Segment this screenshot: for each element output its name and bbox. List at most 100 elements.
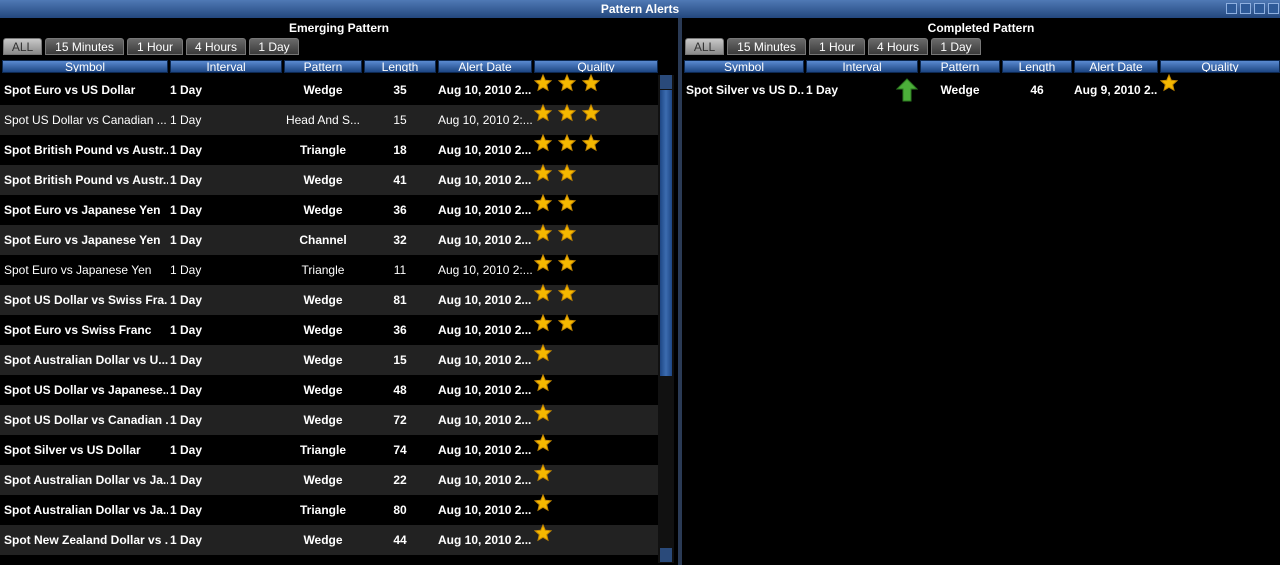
- scroll-down[interactable]: [660, 548, 672, 562]
- column-header[interactable]: Length: [364, 60, 436, 73]
- cell-symbol: Spot US Dollar vs Canadian ...: [4, 413, 168, 427]
- quality-stars: [534, 133, 601, 152]
- cell-interval: 1 Day: [170, 323, 203, 337]
- star: [534, 313, 553, 332]
- quality-stars: [534, 343, 553, 362]
- cell-length: 15: [393, 113, 407, 127]
- cell-symbol: Spot Euro vs US Dollar: [4, 83, 136, 97]
- column-header[interactable]: Quality: [534, 60, 658, 73]
- quality-stars: [534, 223, 577, 242]
- quality-stars: [534, 103, 601, 122]
- column-header[interactable]: Interval: [170, 60, 282, 73]
- star: [557, 163, 577, 182]
- cell-alert-date: Aug 10, 2010 2...: [438, 473, 532, 487]
- column-header[interactable]: Pattern: [920, 60, 1000, 73]
- cell-symbol: Spot US Dollar vs Swiss Fra...: [4, 293, 168, 307]
- quality-stars: [534, 283, 577, 302]
- window-button[interactable]: [1226, 3, 1237, 14]
- tab[interactable]: ALL: [3, 38, 42, 55]
- cell-pattern: Wedge: [303, 203, 343, 217]
- cell-pattern: Wedge: [303, 83, 343, 97]
- star: [534, 163, 553, 182]
- minimize-button[interactable]: [1240, 3, 1251, 14]
- star: [534, 253, 553, 272]
- star: [581, 133, 601, 152]
- star: [557, 283, 577, 302]
- splitter: [678, 18, 682, 565]
- cell-interval: 1 Day: [170, 233, 203, 247]
- cell-interval: 1 Day: [170, 413, 203, 427]
- cell-interval: 1 Day: [170, 263, 202, 277]
- table-row[interactable]: [682, 75, 1280, 105]
- cell-pattern: Wedge: [303, 173, 343, 187]
- tab[interactable]: 15 Minutes: [45, 38, 124, 55]
- scroll-up[interactable]: [660, 75, 672, 89]
- quality-stars: [534, 313, 577, 332]
- column-header[interactable]: Symbol: [684, 60, 804, 73]
- column-header[interactable]: Alert Date: [438, 60, 532, 73]
- column-header[interactable]: Symbol: [2, 60, 168, 73]
- tab[interactable]: 1 Hour: [127, 38, 183, 55]
- window-title: Pattern Alerts: [0, 0, 1280, 18]
- cell-interval: 1 Day: [170, 293, 203, 307]
- quality-stars: [534, 523, 553, 542]
- cell-pattern: Triangle: [299, 503, 346, 517]
- cell-interval: 1 Day: [170, 473, 203, 487]
- star: [534, 403, 553, 422]
- star: [534, 523, 553, 542]
- cell-alert-date: Aug 10, 2010 2...: [438, 203, 532, 217]
- star: [534, 343, 553, 362]
- cell-alert-date: Aug 10, 2010 2...: [438, 233, 532, 247]
- cell-length: 32: [393, 233, 407, 247]
- cell-length: 15: [393, 353, 407, 367]
- cell-length: 46: [1030, 83, 1044, 97]
- cell-symbol: Spot Euro vs Japanese Yen: [4, 263, 152, 277]
- cell-length: 11: [393, 263, 407, 277]
- cell-length: 72: [393, 413, 407, 427]
- cell-interval: 1 Day: [170, 203, 203, 217]
- tab[interactable]: ALL: [685, 38, 724, 55]
- cell-pattern: Wedge: [303, 473, 343, 487]
- tab[interactable]: 4 Hours: [186, 38, 246, 55]
- maximize-button[interactable]: [1254, 3, 1265, 14]
- tab[interactable]: 4 Hours: [868, 38, 928, 55]
- quality-stars: [534, 163, 577, 182]
- cell-symbol: Spot Silver vs US D...: [686, 83, 804, 97]
- column-header[interactable]: Alert Date: [1074, 60, 1158, 73]
- cell-alert-date: Aug 9, 2010 2...: [1074, 83, 1158, 97]
- tab[interactable]: 15 Minutes: [727, 38, 806, 55]
- cell-interval: 1 Day: [170, 383, 203, 397]
- panel-title: Emerging Pattern: [288, 21, 390, 35]
- star: [557, 223, 577, 242]
- close-button[interactable]: [1268, 3, 1279, 14]
- column-header[interactable]: Length: [1002, 60, 1072, 73]
- cell-interval: 1 Day: [170, 443, 203, 457]
- cell-pattern: Triangle: [299, 443, 346, 457]
- cell-symbol: Spot British Pound vs Austr...: [4, 143, 168, 157]
- cell-length: 35: [393, 83, 407, 97]
- cell-pattern: Wedge: [303, 533, 343, 547]
- cell-length: 36: [393, 323, 407, 337]
- tab[interactable]: 1 Day: [249, 38, 299, 55]
- cell-pattern: Wedge: [303, 323, 343, 337]
- cell-symbol: Spot Australian Dollar vs Ja...: [4, 473, 168, 487]
- star: [557, 133, 577, 152]
- cell-alert-date: Aug 10, 2010 2...: [438, 443, 532, 457]
- cell-length: 80: [393, 503, 407, 517]
- tab[interactable]: 1 Hour: [809, 38, 865, 55]
- quality-stars: [1160, 73, 1179, 92]
- panel-title: Completed Pattern: [927, 21, 1035, 35]
- quality-stars: [534, 73, 601, 92]
- cell-alert-date: Aug 10, 2010 2...: [438, 293, 532, 307]
- quality-stars: [534, 493, 553, 512]
- cell-interval: 1 Day: [170, 143, 203, 157]
- star: [557, 253, 577, 272]
- column-header[interactable]: Interval: [806, 60, 918, 73]
- scrollbar-thumb[interactable]: [660, 90, 672, 376]
- cell-interval: 1 Day: [170, 113, 202, 127]
- column-header[interactable]: Pattern: [284, 60, 362, 73]
- tab[interactable]: 1 Day: [931, 38, 981, 55]
- star: [534, 133, 553, 152]
- cell-alert-date: Aug 10, 2010 2:...: [438, 113, 532, 127]
